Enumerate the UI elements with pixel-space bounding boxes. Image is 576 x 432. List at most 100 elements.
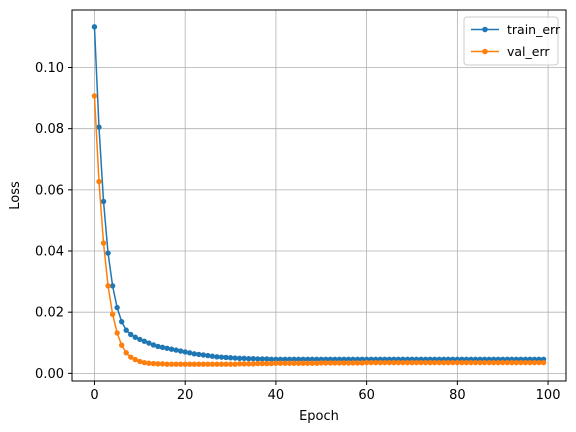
val-err-point (486, 359, 492, 366)
train-err-point (96, 124, 102, 130)
train-err-point (314, 356, 320, 362)
val-err-point (214, 361, 220, 367)
val-err-point (241, 361, 247, 367)
val-err-point (450, 359, 456, 366)
val-err-point (404, 359, 411, 366)
x-tick-label: 60 (358, 388, 375, 403)
val-err-point (177, 361, 184, 367)
val-err-point (363, 359, 370, 366)
train-err-point (128, 331, 134, 338)
train-err-point (232, 355, 238, 361)
val-err-point (400, 359, 406, 366)
train-err-point (150, 342, 157, 348)
train-err-point (255, 356, 261, 362)
val-err-point (354, 360, 361, 366)
train-err-point (205, 352, 211, 359)
val-err-point (345, 360, 352, 366)
val-err-point (314, 360, 320, 366)
val-err-point (477, 359, 483, 366)
val-err-point (436, 359, 442, 366)
val-err-point (105, 283, 111, 289)
val-err-point (223, 361, 229, 367)
val-err-point (391, 359, 397, 366)
train-err-point (282, 356, 288, 362)
x-tick-label: 100 (536, 388, 561, 403)
val-err-point (118, 342, 125, 348)
val-err-point (413, 359, 420, 366)
val-err-point (382, 359, 388, 366)
legend-val-err-label: val_err (507, 44, 550, 59)
val-err-point (495, 359, 501, 366)
y-axis-title: Loss (8, 181, 23, 210)
val-err-point (304, 360, 311, 366)
val-err-series (91, 93, 547, 367)
train-err-point (309, 356, 315, 362)
val-err-point (468, 359, 474, 366)
train-err-point (268, 356, 275, 362)
train-err-point (109, 283, 116, 289)
val-err-point (155, 361, 161, 367)
val-err-point (109, 311, 116, 318)
train-err-point (177, 348, 184, 354)
val-err-point (531, 359, 538, 366)
val-err-point (513, 359, 520, 366)
val-err-point (386, 359, 393, 366)
val-err-point (100, 240, 107, 246)
y-tick-label: 0.02 (35, 306, 64, 321)
val-err-point (291, 360, 297, 366)
val-err-point (527, 359, 533, 366)
val-err-point (359, 360, 365, 366)
val-err-point (518, 359, 524, 366)
val-err-point (472, 359, 479, 366)
val-err-point (309, 360, 315, 366)
val-err-point (427, 359, 433, 366)
val-err-point (509, 359, 515, 366)
val-err-point (146, 360, 152, 366)
val-err-point (182, 361, 188, 367)
train-err-point (132, 334, 138, 340)
train-err-point (114, 304, 120, 311)
val-err-point (255, 360, 261, 367)
val-err-point (128, 354, 134, 360)
val-err-point (123, 350, 129, 356)
x-tick-label: 40 (268, 388, 285, 403)
y-tick-label: 0.08 (35, 122, 64, 137)
legend: train_err val_err (463, 16, 561, 66)
y-tick-label: 0.10 (35, 61, 64, 76)
train-err-point (209, 353, 216, 359)
plot-frame (71, 9, 567, 382)
train-err-point (155, 343, 161, 350)
train-err-point (146, 340, 152, 346)
val-err-point (327, 360, 334, 366)
val-err-point (141, 359, 148, 366)
x-tick-label: 80 (449, 388, 466, 403)
val-err-point (264, 360, 270, 367)
val-err-point (250, 361, 256, 367)
val-err-point (490, 359, 497, 366)
val-err-point (422, 359, 429, 366)
val-err-point (191, 361, 197, 367)
train-err-point (227, 355, 234, 361)
val-err-point (441, 359, 447, 366)
train-err-point (250, 355, 256, 362)
val-err-point (173, 361, 179, 367)
val-err-point (187, 361, 193, 367)
train-err-point (223, 354, 229, 361)
val-err-point (536, 359, 542, 366)
y-tick-label: 0.00 (35, 367, 64, 382)
val-err-point (159, 361, 166, 367)
train-err-point (191, 351, 197, 357)
val-err-point (395, 359, 402, 366)
train-err-point (100, 198, 107, 205)
train-err-point (187, 350, 193, 356)
val-err-point (218, 361, 225, 367)
train-err-point (245, 355, 252, 362)
x-axis-title: Epoch (299, 409, 339, 424)
val-err-point (540, 359, 547, 366)
val-err-point (96, 178, 102, 185)
val-err-point (232, 361, 238, 367)
val-err-point (114, 330, 120, 336)
val-err-point (373, 359, 379, 366)
